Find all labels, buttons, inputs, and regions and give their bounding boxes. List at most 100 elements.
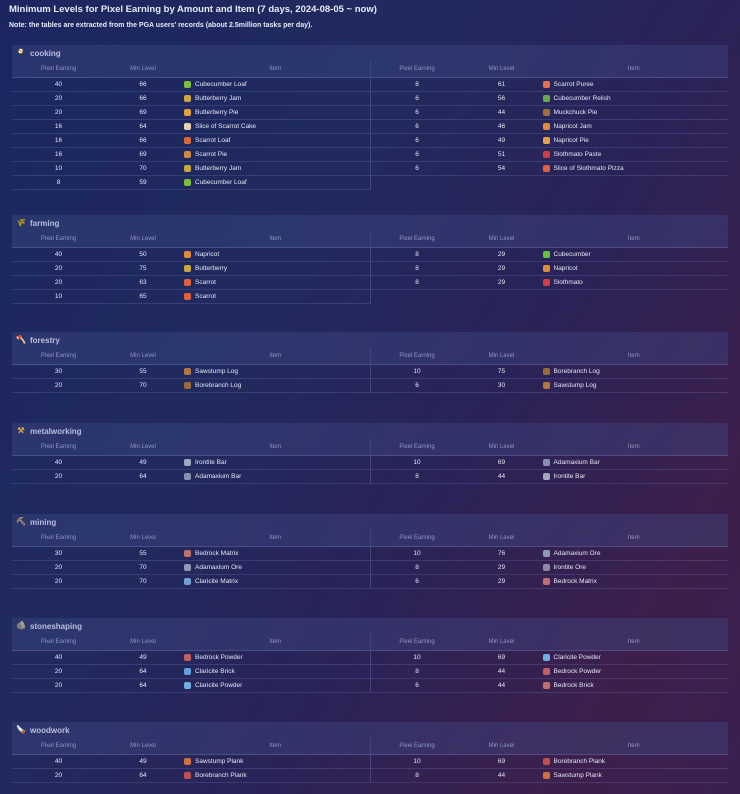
item-name: Irontite Ore (553, 564, 587, 571)
column-header-level[interactable]: Min Level (488, 444, 515, 450)
item-icon (542, 137, 550, 144)
section-title: stoneshaping (30, 621, 83, 631)
column-header-level[interactable]: Min Level (488, 639, 515, 645)
table-row: 20 64 Claricite Powder (12, 679, 370, 693)
pixel-earning-cell: 20 (54, 109, 63, 116)
column-header-earning[interactable]: Pixel Earning (40, 236, 77, 242)
column-header-item[interactable]: Item (269, 743, 282, 749)
column-header-level[interactable]: Min Level (130, 66, 156, 72)
item-name: Napricot Pie (553, 137, 589, 144)
min-level-cell: 56 (497, 95, 506, 102)
table-row: 8 29 Irontite Ore (370, 561, 729, 575)
min-level-cell: 61 (497, 81, 506, 88)
column-header-item[interactable]: Item (627, 353, 640, 359)
column-header-level[interactable]: Min Level (130, 743, 156, 749)
pixel-earning-cell: 10 (54, 293, 63, 300)
column-header-earning[interactable]: Pixel Earning (399, 535, 435, 541)
column-header-earning[interactable]: Pixel Earning (40, 535, 77, 541)
item-name: Slothmato (553, 279, 583, 286)
pixel-earning-cell: 20 (54, 382, 63, 389)
pixel-earning-cell: 40 (54, 459, 63, 466)
column-header-earning[interactable]: Pixel Earning (40, 444, 77, 450)
column-header-level[interactable]: Min Level (130, 535, 156, 541)
column-header-level[interactable]: Min Level (130, 444, 156, 450)
table-row: 20 63 Scarrot (12, 276, 370, 290)
column-header-item[interactable]: Item (627, 639, 640, 645)
column-header-level[interactable]: Min Level (488, 236, 515, 242)
pixel-earning-cell: 20 (54, 473, 63, 480)
column-header-item[interactable]: Item (269, 353, 282, 359)
min-level-cell: 64 (139, 123, 147, 130)
column-header-item[interactable]: Item (627, 535, 640, 541)
column-header-level[interactable]: Min Level (488, 535, 515, 541)
table-row: 8 61 Scarrot Puree (370, 78, 728, 92)
item-cell: Irontite Ore (540, 564, 729, 571)
column-header-earning[interactable]: Pixel Earning (40, 353, 77, 359)
item-icon (184, 578, 191, 585)
column-header-earning[interactable]: Pixel Earning (399, 66, 435, 72)
column-header-item[interactable]: Item (627, 66, 640, 72)
table-header: Pixel Earning Min Level Item (370, 231, 728, 248)
pixel-earning-cell: 30 (54, 550, 63, 557)
column-header-item[interactable]: Item (269, 535, 282, 541)
table-row: 10 65 Scarrot (12, 290, 370, 304)
pixel-earning-cell: 30 (54, 368, 63, 375)
item-name: Napricot (553, 265, 578, 272)
column-header-level[interactable]: Min Level (488, 743, 515, 749)
table-header: Pixel Earning Min Level Item (370, 530, 728, 547)
min-level-cell: 66 (139, 81, 147, 88)
column-header-item[interactable]: Item (269, 639, 282, 645)
column-header-level[interactable]: Min Level (488, 353, 515, 359)
column-header-level[interactable]: Min Level (130, 639, 156, 645)
section-title: forestry (30, 335, 60, 345)
column-header-earning[interactable]: Pixel Earning (399, 743, 435, 749)
column-header-item[interactable]: Item (627, 236, 640, 242)
item-cell: Borebranch Plank (181, 772, 370, 779)
pixel-earning-cell: 8 (415, 668, 419, 675)
column-header-item[interactable]: Item (627, 444, 640, 450)
column-header-earning[interactable]: Pixel Earning (399, 639, 435, 645)
item-icon (542, 550, 550, 557)
column-header-earning[interactable]: Pixel Earning (399, 444, 435, 450)
item-icon (542, 459, 550, 466)
column-header-level[interactable]: Min Level (130, 353, 156, 359)
column-header-level[interactable]: Min Level (130, 236, 156, 242)
column-header-earning[interactable]: Pixel Earning (40, 66, 77, 72)
item-name: Sawstump Log (553, 382, 597, 389)
table-row: 8 44 Irontite Bar (370, 470, 728, 484)
column-header-item[interactable]: Item (269, 236, 282, 242)
column-header-level[interactable]: Min Level (488, 66, 515, 72)
column-header-earning[interactable]: Pixel Earning (40, 639, 77, 645)
pixel-earning-cell: 8 (415, 265, 419, 272)
item-icon (542, 668, 550, 675)
item-cell: Slothmato (540, 279, 729, 286)
column-header-earning[interactable]: Pixel Earning (399, 353, 435, 359)
table-row: 20 64 Adamaxium Bar (12, 470, 370, 484)
pixel-earning-cell: 6 (415, 165, 419, 172)
item-icon (542, 109, 550, 116)
pixel-earning-cell: 20 (54, 95, 63, 102)
column-header-earning[interactable]: Pixel Earning (399, 236, 435, 242)
metalworking-icon: ⚒ (17, 426, 25, 435)
item-cell: Bedrock Powder (540, 668, 729, 675)
item-cell: Borebranch Plank (540, 758, 729, 765)
column-header-item[interactable]: Item (269, 444, 282, 450)
item-name: Napricot Jam (553, 123, 592, 130)
min-level-cell: 64 (139, 668, 147, 675)
min-level-cell: 69 (497, 758, 506, 765)
table-row: 40 49 Irontite Bar (12, 456, 370, 470)
column-header-earning[interactable]: Pixel Earning (40, 743, 77, 749)
table-header: Pixel Earning Min Level Item (370, 439, 728, 456)
item-icon (542, 95, 550, 102)
min-level-cell: 29 (497, 564, 506, 571)
pixel-earning-cell: 40 (54, 251, 63, 258)
column-header-item[interactable]: Item (627, 743, 640, 749)
item-cell: Napricot (540, 265, 729, 272)
pixel-earning-cell: 20 (54, 668, 63, 675)
forestry-icon: 🪓 (16, 335, 26, 344)
table-row: 6 30 Sawstump Log (370, 379, 728, 393)
item-cell: Butterberry (181, 265, 370, 272)
column-header-item[interactable]: Item (269, 66, 282, 72)
section-forestry: 🪓 forestry Pixel Earning Min Level Item 30 55 S… (12, 332, 728, 393)
item-name: Slice of Slothmato Pizza (553, 165, 624, 172)
